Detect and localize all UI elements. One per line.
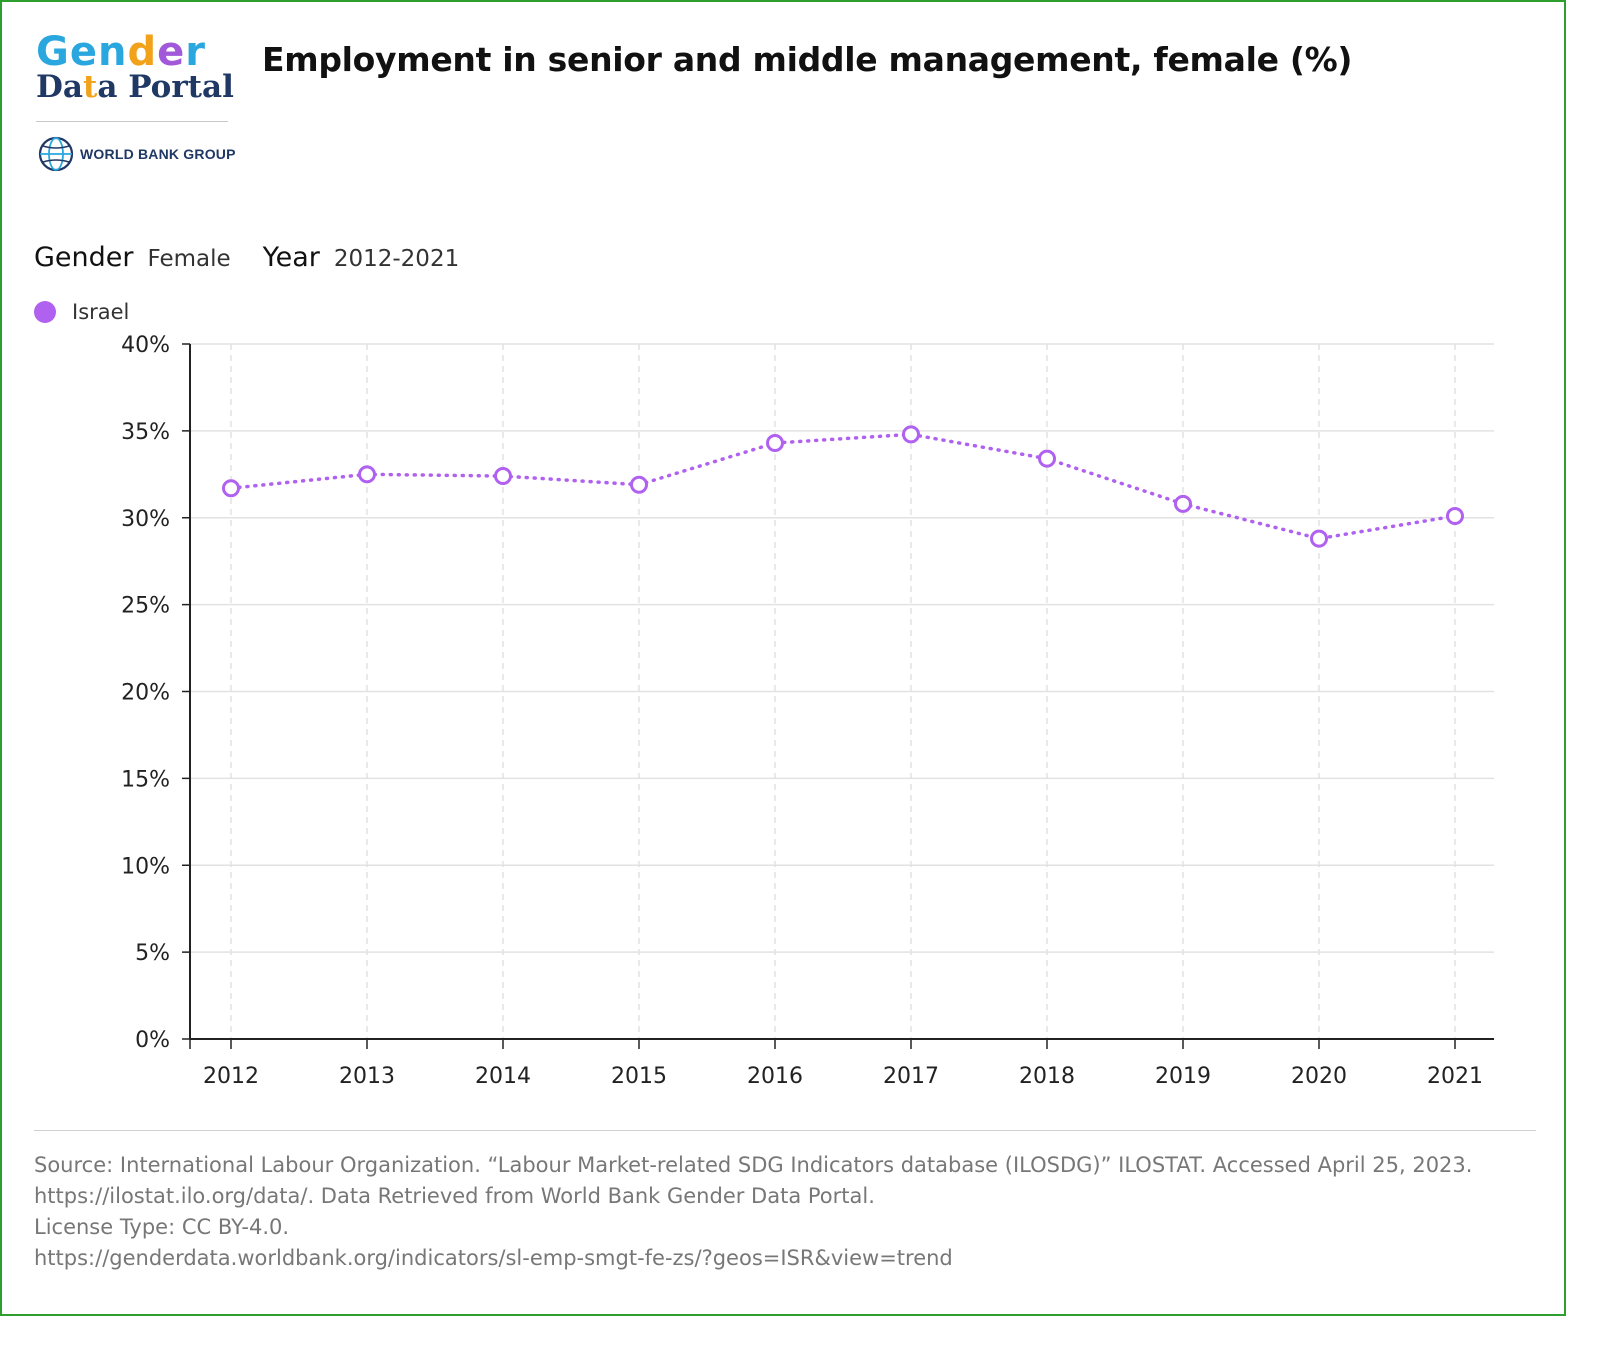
year-filter-label: Year <box>262 242 320 273</box>
logo-wordmark-gender: Gender <box>36 29 206 75</box>
data-point-israel-2021[interactable] <box>1446 507 1464 526</box>
x-tick-label: 2015 <box>611 1064 667 1089</box>
line-chart: 0% 5% 10% 15% 20% 25% 30% 35% 40% 2012 2013 2014 201… <box>121 333 1494 1089</box>
year-filter-value[interactable]: 2012-2021 <box>333 246 460 272</box>
source-link[interactable]: https://genderdata.worldbank.org/indicat… <box>34 1246 953 1270</box>
x-tick-label: 2020 <box>1291 1064 1347 1089</box>
x-tick-label: 2021 <box>1427 1064 1483 1089</box>
logo-wordmark-data-portal: Data Portal <box>36 69 234 105</box>
chart-legend[interactable]: Israel <box>34 300 129 324</box>
gender-data-portal-logo[interactable]: Gender Data Portal <box>36 30 236 104</box>
chart-frame <box>0 0 1566 1316</box>
x-tick-label: 2016 <box>747 1064 803 1089</box>
filter-summary: Gender Female Year 2012-2021 <box>34 242 491 273</box>
source-retrieval: https://ilostat.ilo.org/data/. Data Retr… <box>34 1184 875 1208</box>
x-tick-label: 2014 <box>475 1064 531 1089</box>
data-point-israel-2017[interactable] <box>902 425 920 444</box>
source-note: Source: International Labour Organizatio… <box>34 1150 1472 1274</box>
data-point-israel-2020[interactable] <box>1310 529 1328 548</box>
globe-icon <box>38 136 74 172</box>
data-point-israel-2018[interactable] <box>1038 449 1056 468</box>
y-tick-label: 25% <box>121 594 170 619</box>
y-tick-label: 15% <box>121 767 170 792</box>
y-tick-label: 20% <box>121 681 170 706</box>
y-tick-label: 10% <box>121 854 170 879</box>
y-tick-label: 0% <box>135 1028 170 1053</box>
x-tick-label: 2012 <box>203 1064 259 1089</box>
y-tick-label: 40% <box>121 333 170 358</box>
chart-title: Employment in senior and middle manageme… <box>262 40 1353 79</box>
y-tick-label: 5% <box>135 941 170 966</box>
data-point-israel-2012[interactable] <box>222 479 240 498</box>
source-citation: Source: International Labour Organizatio… <box>34 1153 1473 1177</box>
legend-swatch-israel <box>34 301 56 323</box>
data-point-israel-2019[interactable] <box>1174 494 1192 513</box>
gender-filter-label: Gender <box>34 242 134 273</box>
x-tick-label: 2019 <box>1155 1064 1211 1089</box>
y-tick-label: 35% <box>121 420 170 445</box>
world-bank-group-text: WORLD BANK GROUP <box>80 146 236 162</box>
data-point-israel-2013[interactable] <box>358 465 376 484</box>
logo-divider <box>36 121 228 122</box>
data-point-israel-2014[interactable] <box>494 467 512 486</box>
data-point-israel-2016[interactable] <box>766 434 784 453</box>
series-line-israel <box>229 432 1457 541</box>
y-tick-label: 30% <box>121 507 170 532</box>
world-bank-group-logo[interactable]: WORLD BANK GROUP <box>38 136 236 172</box>
data-point-israel-2015[interactable] <box>630 475 648 494</box>
x-tick-label: 2013 <box>339 1064 395 1089</box>
x-tick-label: 2017 <box>883 1064 939 1089</box>
gender-filter-value[interactable]: Female <box>147 246 231 272</box>
x-tick-label: 2018 <box>1019 1064 1075 1089</box>
legend-label-israel: Israel <box>72 300 130 324</box>
footer-divider <box>34 1130 1536 1131</box>
license-type: License Type: CC BY-4.0. <box>34 1215 290 1239</box>
